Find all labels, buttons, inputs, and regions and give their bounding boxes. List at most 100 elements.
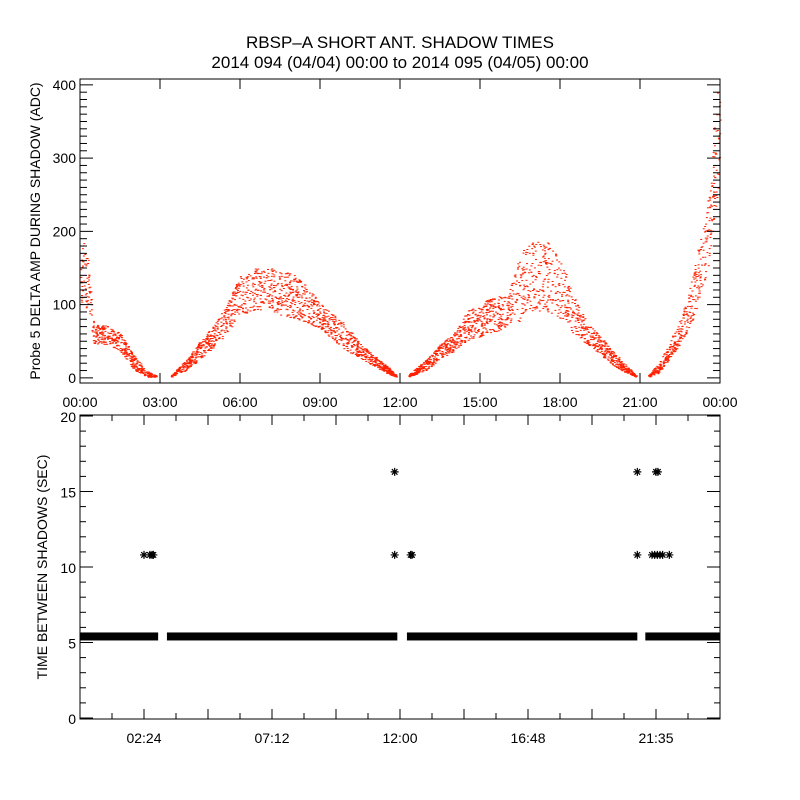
data-point (268, 295, 270, 297)
data-point (350, 337, 353, 339)
data-point (297, 310, 300, 312)
data-point (453, 342, 456, 344)
data-point (263, 287, 266, 289)
data-point (494, 320, 497, 322)
data-point (265, 277, 268, 279)
data-point (575, 334, 578, 336)
data-point (321, 324, 324, 326)
data-point (705, 271, 708, 273)
data-point (610, 360, 613, 362)
data-point (265, 274, 268, 276)
data-point (553, 270, 556, 272)
data-point (326, 321, 329, 322)
data-point (276, 298, 279, 299)
data-point (685, 332, 688, 333)
data-point (317, 317, 320, 319)
data-point (203, 355, 206, 357)
data-point (600, 344, 603, 346)
data-point (471, 326, 474, 328)
data-point (332, 314, 335, 316)
data-point (99, 333, 102, 335)
data-point (533, 307, 536, 308)
data-point (517, 320, 520, 322)
data-point (266, 293, 269, 294)
data-point (393, 375, 396, 377)
data-point (712, 152, 715, 154)
data-point (519, 274, 522, 276)
data-point (580, 324, 583, 326)
data-point (686, 305, 689, 307)
data-point (492, 307, 495, 309)
data-point (667, 359, 670, 361)
data-point (93, 327, 96, 329)
data-point (301, 286, 304, 288)
data-point (621, 369, 624, 371)
data-point (618, 358, 621, 360)
data-point (291, 311, 294, 313)
data-point (444, 347, 447, 349)
data-point (537, 290, 540, 292)
data-point (206, 339, 209, 340)
data-point (618, 360, 621, 362)
data-point (81, 301, 84, 303)
data-point (235, 304, 238, 306)
data-point (249, 293, 252, 294)
data-point (104, 330, 107, 332)
data-point (525, 251, 528, 253)
data-point (481, 322, 484, 324)
data-point (493, 298, 496, 300)
data-point (688, 327, 691, 329)
data-point (289, 281, 292, 283)
data-point (119, 348, 122, 349)
data-point (186, 361, 189, 363)
data-point (293, 278, 295, 280)
data-point (207, 350, 210, 351)
data-point (493, 315, 496, 317)
data-point (537, 241, 540, 243)
data-point (676, 344, 679, 346)
data-point (249, 310, 252, 312)
data-point (482, 307, 485, 309)
data-point (134, 365, 137, 367)
data-point (590, 339, 593, 341)
data-point (420, 364, 423, 366)
data-point (336, 327, 339, 328)
data-point (595, 333, 598, 335)
data-point (453, 341, 456, 343)
data-point (525, 268, 528, 270)
data-point (390, 467, 399, 476)
data-point (464, 320, 467, 322)
data-point (304, 321, 307, 322)
data-point (633, 375, 636, 377)
data-point (472, 308, 475, 310)
data-point (470, 331, 473, 333)
data-point (677, 339, 680, 341)
data-point (562, 300, 565, 301)
data-point (688, 311, 691, 313)
data-point (296, 307, 299, 308)
data-point (559, 317, 562, 319)
data-point (473, 319, 476, 321)
data-point (572, 312, 575, 314)
data-point (276, 284, 279, 286)
data-point (567, 290, 570, 292)
data-point (223, 309, 226, 311)
data-point (385, 369, 388, 371)
data-point (576, 330, 579, 332)
data-point (487, 301, 490, 303)
data-point (211, 331, 214, 332)
data-point (312, 321, 315, 322)
data-point (384, 365, 387, 367)
data-point (533, 288, 535, 290)
data-point (182, 365, 185, 367)
x-tick-label: 00:00 (702, 394, 737, 410)
data-point (441, 351, 444, 352)
data-point (507, 308, 510, 310)
data-point (693, 278, 696, 280)
data-point (545, 275, 548, 276)
data-point (131, 360, 134, 362)
data-point (433, 353, 436, 354)
data-point (619, 362, 622, 364)
data-point (136, 361, 139, 363)
data-point (606, 349, 609, 351)
